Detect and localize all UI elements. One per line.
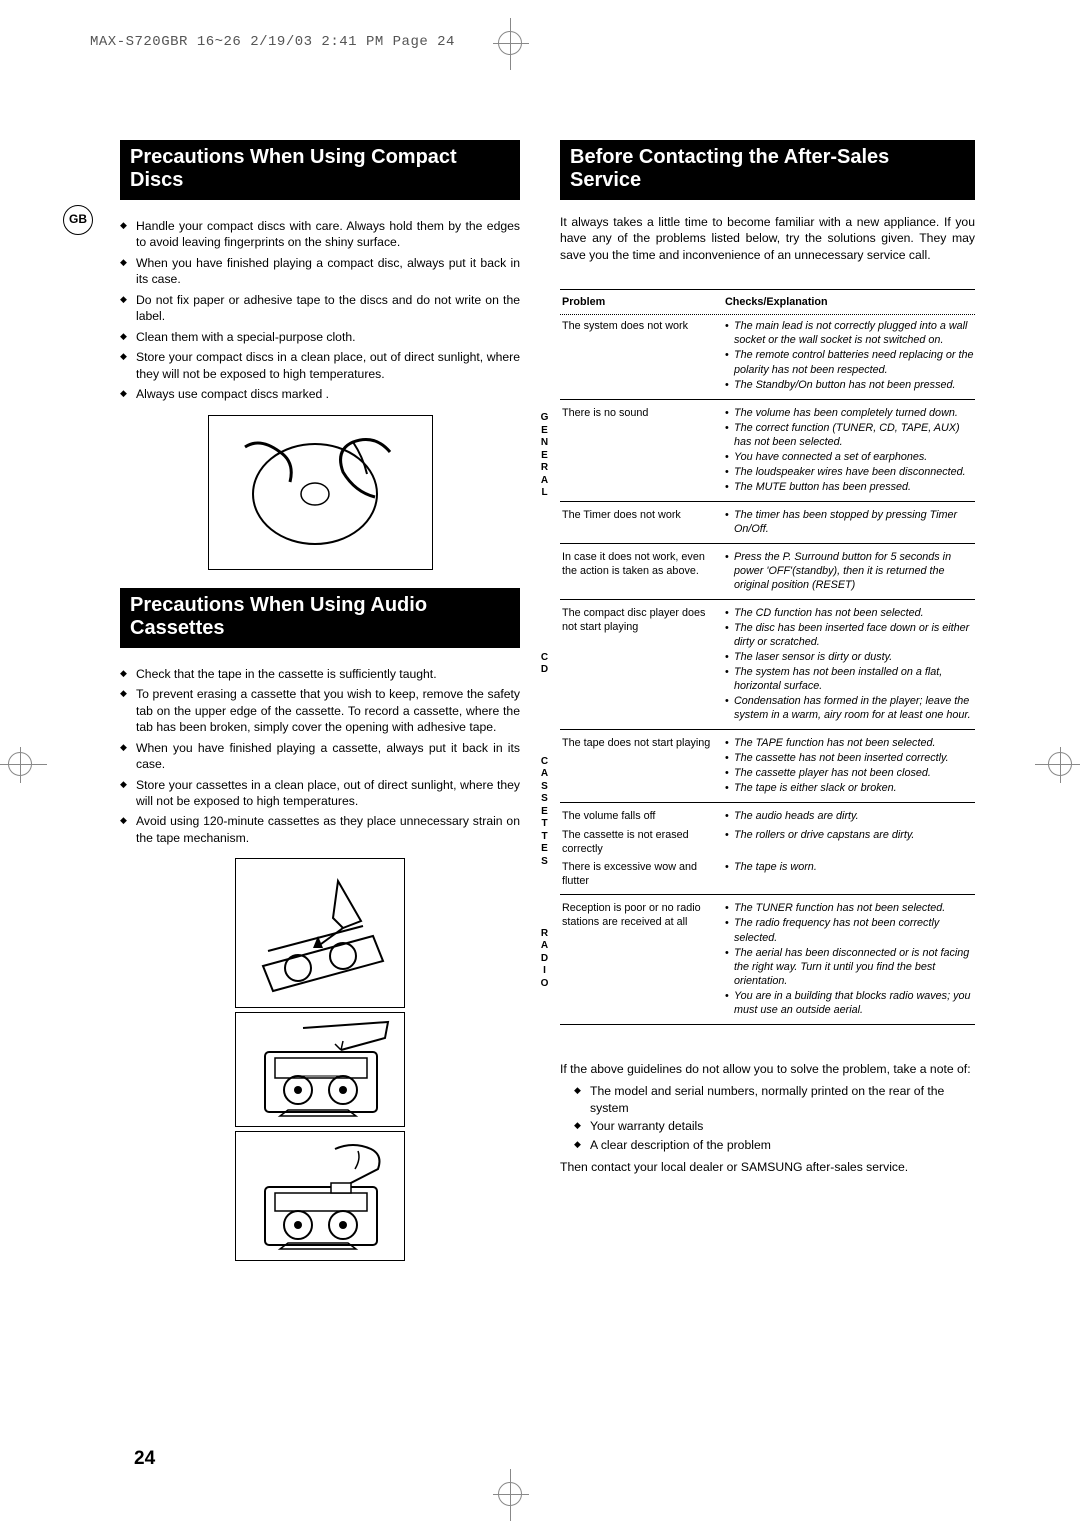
table-row: The tape does not start playingThe TAPE … <box>560 734 975 798</box>
problem-cell: The cassette is not erased correctly <box>560 828 725 856</box>
page-number: 24 <box>134 1448 155 1470</box>
section-general: GENERALThe system does not workThe main … <box>560 317 975 595</box>
table-row: Reception is poor or no radio sta­tions … <box>560 899 975 1019</box>
after-text-2: Then contact your local dealer or SAMSUN… <box>560 1159 975 1175</box>
problem-cell: Reception is poor or no radio sta­tions … <box>560 901 725 1017</box>
checks-cell: The audio heads are dirty. <box>725 809 975 824</box>
list-item: The model and serial numbers, normally p… <box>574 1083 975 1116</box>
table-row: There is no soundThe volume has been com… <box>560 404 975 497</box>
checks-cell: The timer has been stopped by pressing T… <box>725 508 975 537</box>
list-item: Avoid using 120-minute cassettes as they… <box>120 813 520 846</box>
list-item: Handle your compact discs with care. Alw… <box>120 218 520 251</box>
checks-cell: The CD function has not been selected.Th… <box>725 606 975 723</box>
list-cd-precautions: Handle your compact discs with care. Alw… <box>120 218 520 403</box>
list-item: Your warranty details <box>574 1118 975 1134</box>
checks-cell: The TAPE function has not been selected.… <box>725 736 975 796</box>
list-cassette-precautions: Check that the tape in the cassette is s… <box>120 666 520 847</box>
registration-mark-left <box>8 752 32 776</box>
troubleshooting-table: Problem Checks/Explanation GENERALThe sy… <box>560 289 975 1024</box>
section-label: CD <box>538 652 552 677</box>
list-item: A clear description of the problem <box>574 1137 975 1153</box>
intro-paragraph: It always takes a little time to become … <box>560 214 975 263</box>
list-item: Store your compact discs in a clean plac… <box>120 349 520 382</box>
right-column: Before Contacting the After-Sales Servic… <box>560 140 975 1176</box>
table-row: The Timer does not workThe timer has bee… <box>560 506 975 539</box>
heading-after-sales: Before Contacting the After-Sales Servic… <box>560 140 975 200</box>
section-label: CASSETTES <box>538 756 552 869</box>
table-row: In case it does not work, even the actio… <box>560 548 975 595</box>
problem-cell: The volume falls off <box>560 809 725 824</box>
list-item: Always use compact discs marked . <box>120 386 520 402</box>
table-row: The system does not workThe main lead is… <box>560 317 975 394</box>
list-item: Clean them with a special-purpose cloth. <box>120 329 520 345</box>
illustration-disc-handling <box>208 415 433 570</box>
problem-cell: The system does not work <box>560 319 725 392</box>
left-column: Precautions When Using Compact Discs Han… <box>120 140 520 1265</box>
section-label: RADIO <box>538 928 552 991</box>
illustration-cassette-2 <box>235 1012 405 1127</box>
registration-mark-right <box>1048 752 1072 776</box>
list-item: Store your cassettes in a clean place, o… <box>120 777 520 810</box>
table-row: The compact disc player does not start p… <box>560 604 975 725</box>
illustration-cassette-3 <box>235 1131 405 1261</box>
checks-cell: The rollers or drive capstans are dirty. <box>725 828 975 856</box>
problem-cell: The compact disc player does not start p… <box>560 606 725 723</box>
list-item: Check that the tape in the cassette is s… <box>120 666 520 682</box>
table-row: There is excessive wow and flutterThe ta… <box>560 858 975 890</box>
th-problem: Problem <box>560 296 725 308</box>
list-item: To prevent erasing a cassette that you w… <box>120 686 520 735</box>
table-row: The volume falls offThe audio heads are … <box>560 807 975 826</box>
th-checks: Checks/Explanation <box>725 296 975 308</box>
section-cd: CDThe compact disc player does not start… <box>560 604 975 725</box>
heading-cassette-precautions: Precautions When Using Audio Cassettes <box>120 588 520 648</box>
table-row: The cassette is not erased correctlyThe … <box>560 826 975 858</box>
problem-cell: The Timer does not work <box>560 508 725 537</box>
problem-cell: The tape does not start playing <box>560 736 725 796</box>
problem-cell: There is no sound <box>560 406 725 495</box>
registration-mark-top <box>498 31 522 55</box>
problem-cell: In case it does not work, even the actio… <box>560 550 725 593</box>
list-item: When you have finished playing a cassett… <box>120 740 520 773</box>
list-item: Do not fix paper or adhesive tape to the… <box>120 292 520 325</box>
after-list: The model and serial numbers, normally p… <box>574 1083 975 1153</box>
checks-cell: The tape is worn. <box>725 860 975 888</box>
section-radio: RADIOReception is poor or no radio sta­t… <box>560 899 975 1019</box>
section-label: GENERAL <box>538 412 552 500</box>
problem-cell: There is excessive wow and flutter <box>560 860 725 888</box>
after-text-1: If the above guidelines do not allow you… <box>560 1061 975 1077</box>
illustration-cassette-1 <box>235 858 405 1008</box>
checks-cell: The TUNER function has not been selected… <box>725 901 975 1017</box>
section-cassettes: CASSETTESThe tape does not start playing… <box>560 734 975 890</box>
registration-mark-bottom <box>498 1482 522 1506</box>
list-item: When you have finished playing a compact… <box>120 255 520 288</box>
after-table-block: If the above guidelines do not allow you… <box>560 1061 975 1176</box>
checks-cell: The volume has been completely turned do… <box>725 406 975 495</box>
checks-cell: The main lead is not correctly plugged i… <box>725 319 975 392</box>
language-badge: GB <box>63 205 93 235</box>
checks-cell: Press the P. Surround button for 5 secon… <box>725 550 975 593</box>
heading-cd-precautions: Precautions When Using Compact Discs <box>120 140 520 200</box>
page-header-strip: MAX-S720GBR 16~26 2/19/03 2:41 PM Page 2… <box>90 34 455 50</box>
